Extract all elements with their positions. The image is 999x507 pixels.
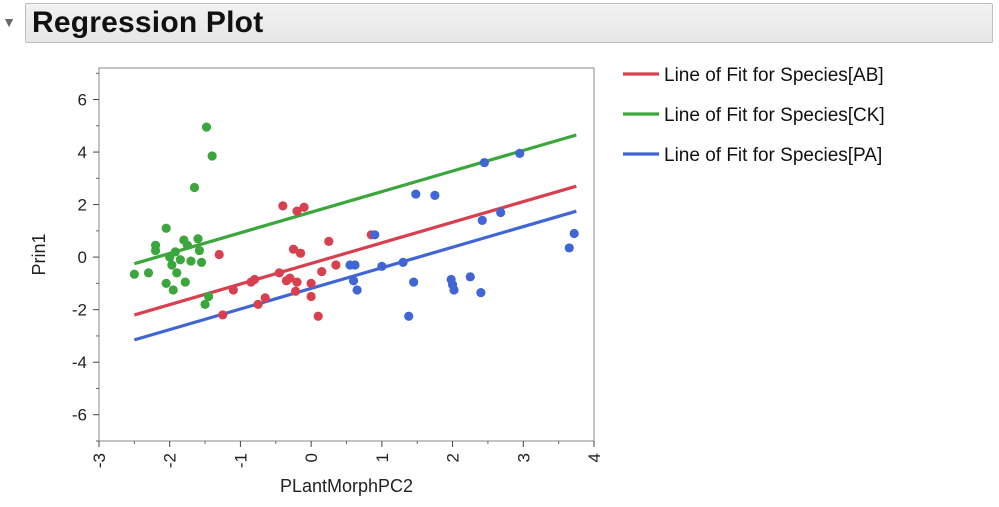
data-point-series-2[interactable] bbox=[430, 190, 440, 200]
data-point-series-0[interactable] bbox=[331, 260, 341, 270]
x-tick-label: 3 bbox=[514, 453, 533, 462]
data-point-series-1[interactable] bbox=[161, 223, 171, 233]
data-point-series-0[interactable] bbox=[288, 244, 299, 254]
data-point-series-2[interactable] bbox=[398, 257, 408, 267]
fit-line-series-1[interactable] bbox=[133, 133, 577, 266]
data-point-series-2[interactable] bbox=[465, 272, 475, 282]
data-point-series-1[interactable] bbox=[189, 182, 200, 193]
plot-frame[interactable] bbox=[98, 67, 595, 442]
data-point-series-2[interactable] bbox=[377, 261, 387, 271]
data-point-series-1[interactable] bbox=[161, 278, 171, 288]
y-tick-label: 2 bbox=[78, 196, 87, 215]
y-tick-label: -2 bbox=[72, 301, 87, 320]
y-tick-label: 4 bbox=[78, 143, 87, 162]
data-point-series-2[interactable] bbox=[569, 228, 579, 239]
data-point-series-1[interactable] bbox=[194, 245, 205, 256]
x-tick-label: -2 bbox=[161, 453, 180, 468]
x-tick-label: 0 bbox=[302, 453, 321, 462]
data-point-series-2[interactable] bbox=[479, 157, 489, 168]
y-tick-label: -6 bbox=[72, 406, 87, 425]
regression-plot-header: ▼ Regression Plot bbox=[0, 0, 995, 44]
fit-line-series-2[interactable] bbox=[133, 209, 577, 342]
triangle-down-icon[interactable]: ▼ bbox=[2, 14, 16, 30]
data-point-series-2[interactable] bbox=[477, 215, 487, 225]
data-point-series-1[interactable] bbox=[167, 260, 177, 270]
data-point-series-0[interactable] bbox=[299, 202, 309, 212]
data-point-series-1[interactable] bbox=[186, 256, 196, 266]
data-point-series-0[interactable] bbox=[274, 268, 284, 278]
data-point-series-1[interactable] bbox=[172, 268, 182, 278]
x-axis-title: PLantMorphPC2 bbox=[280, 476, 413, 496]
data-point-series-0[interactable] bbox=[218, 310, 228, 320]
x-tick-label: 4 bbox=[585, 453, 604, 462]
data-point-series-0[interactable] bbox=[278, 201, 288, 211]
data-point-series-1[interactable] bbox=[182, 240, 192, 250]
x-tick-label: -3 bbox=[90, 453, 109, 468]
data-point-series-1[interactable] bbox=[207, 151, 217, 161]
data-point-series-2[interactable] bbox=[449, 285, 459, 295]
data-point-series-0[interactable] bbox=[260, 293, 270, 303]
data-point-series-0[interactable] bbox=[324, 236, 334, 246]
data-point-series-0[interactable] bbox=[292, 206, 302, 216]
data-point-series-0[interactable] bbox=[306, 291, 316, 302]
data-point-series-1[interactable] bbox=[143, 268, 154, 278]
data-point-series-0[interactable] bbox=[290, 286, 301, 296]
y-tick-label: 0 bbox=[78, 248, 87, 267]
data-point-series-2[interactable] bbox=[564, 243, 574, 253]
data-point-series-2[interactable] bbox=[404, 311, 414, 321]
data-point-series-1[interactable] bbox=[204, 291, 214, 302]
data-point-series-1[interactable] bbox=[168, 285, 178, 295]
x-tick-label: 2 bbox=[444, 453, 463, 462]
data-point-series-1[interactable] bbox=[170, 247, 180, 257]
data-point-series-0[interactable] bbox=[306, 278, 316, 288]
data-point-series-2[interactable] bbox=[411, 189, 421, 199]
y-axis-title: Prin1 bbox=[29, 233, 49, 275]
data-point-series-2[interactable] bbox=[352, 285, 362, 295]
data-point-series-2[interactable] bbox=[370, 230, 380, 240]
data-point-series-2[interactable] bbox=[515, 148, 525, 158]
data-point-series-1[interactable] bbox=[180, 277, 190, 287]
data-point-series-1[interactable] bbox=[175, 255, 185, 265]
data-point-series-1[interactable] bbox=[201, 122, 212, 132]
data-point-series-1[interactable] bbox=[196, 257, 207, 267]
data-point-series-1[interactable] bbox=[129, 269, 139, 279]
data-point-series-2[interactable] bbox=[409, 277, 419, 287]
data-point-series-0[interactable] bbox=[317, 266, 327, 277]
legend-label[interactable]: Line of Fit for Species[AB] bbox=[664, 65, 884, 86]
data-point-series-0[interactable] bbox=[228, 285, 238, 295]
page-title: Regression Plot bbox=[32, 6, 264, 39]
data-point-series-0[interactable] bbox=[249, 274, 260, 285]
legend-label[interactable]: Line of Fit for Species[PA] bbox=[664, 145, 882, 166]
data-point-series-1[interactable] bbox=[193, 234, 203, 244]
data-point-series-2[interactable] bbox=[348, 276, 359, 286]
data-point-series-0[interactable] bbox=[253, 299, 263, 310]
data-point-series-1[interactable] bbox=[150, 245, 161, 256]
legend-label[interactable]: Line of Fit for Species[CK] bbox=[664, 105, 885, 126]
data-point-series-0[interactable] bbox=[214, 249, 224, 260]
y-tick-label: -4 bbox=[72, 353, 87, 372]
y-tick-label: 6 bbox=[78, 91, 87, 110]
data-point-series-1[interactable] bbox=[200, 299, 210, 310]
data-point-series-2[interactable] bbox=[496, 207, 506, 218]
data-point-series-0[interactable] bbox=[285, 273, 295, 283]
data-point-series-2[interactable] bbox=[350, 260, 360, 270]
x-tick-label: 1 bbox=[373, 453, 392, 462]
data-point-series-0[interactable] bbox=[313, 311, 323, 321]
data-point-series-0[interactable] bbox=[295, 248, 306, 258]
data-point-series-2[interactable] bbox=[476, 287, 486, 298]
x-tick-label: -1 bbox=[231, 453, 250, 468]
data-point-series-0[interactable] bbox=[292, 277, 302, 287]
outline-title-box[interactable]: Regression Plot bbox=[25, 3, 993, 43]
